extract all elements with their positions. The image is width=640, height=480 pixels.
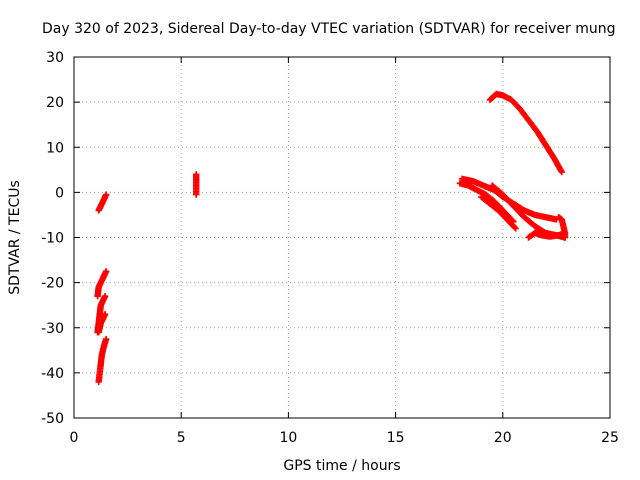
x-tick-label: 20 — [494, 430, 512, 446]
data-segment — [193, 171, 200, 198]
data-point — [102, 268, 110, 275]
plot-frame — [73, 56, 611, 419]
y-tick-label: -30 — [41, 321, 64, 337]
data-segment — [525, 229, 569, 241]
y-tick-label: 10 — [46, 140, 64, 156]
x-axis-label: GPS time / hours — [283, 458, 400, 474]
data-point — [558, 168, 565, 176]
x-tick-label: 15 — [387, 430, 405, 446]
data-point — [101, 311, 109, 318]
data-point — [102, 191, 110, 198]
ticks: 0 5 10 15 20 25 -50 -40 -30 -20 -10 0 10 20 30 — [41, 50, 619, 446]
data-segment — [95, 311, 109, 336]
grid — [74, 57, 610, 418]
y-tick-label: -20 — [41, 276, 64, 292]
data-point — [101, 292, 109, 300]
data-point — [511, 224, 518, 231]
data-points — [94, 90, 569, 386]
y-tick-label: -10 — [41, 231, 64, 247]
data-segment — [95, 335, 110, 386]
x-tick-label: 25 — [601, 430, 619, 446]
data-point — [561, 234, 569, 241]
data-segment — [94, 268, 110, 300]
x-tick-label: 10 — [279, 430, 297, 446]
data-segment — [486, 90, 565, 176]
data-segment — [478, 193, 519, 232]
x-tick-label: 0 — [70, 430, 79, 446]
data-point — [512, 225, 519, 232]
data-segment — [555, 213, 569, 241]
y-axis-label: SDTVAR / TECUs — [7, 180, 23, 295]
x-tick-label: 5 — [177, 430, 186, 446]
y-tick-label: -50 — [41, 411, 64, 427]
data-segment — [456, 180, 517, 225]
data-point — [102, 335, 110, 343]
y-tick-label: 30 — [46, 50, 64, 66]
data-segment — [95, 191, 110, 214]
y-tick-label: 0 — [55, 185, 64, 201]
data-point — [193, 191, 200, 198]
y-tick-label: -40 — [41, 366, 64, 382]
chart-title: Day 320 of 2023, Sidereal Day-to-day VTE… — [42, 21, 616, 37]
y-tick-label: 20 — [46, 95, 64, 111]
